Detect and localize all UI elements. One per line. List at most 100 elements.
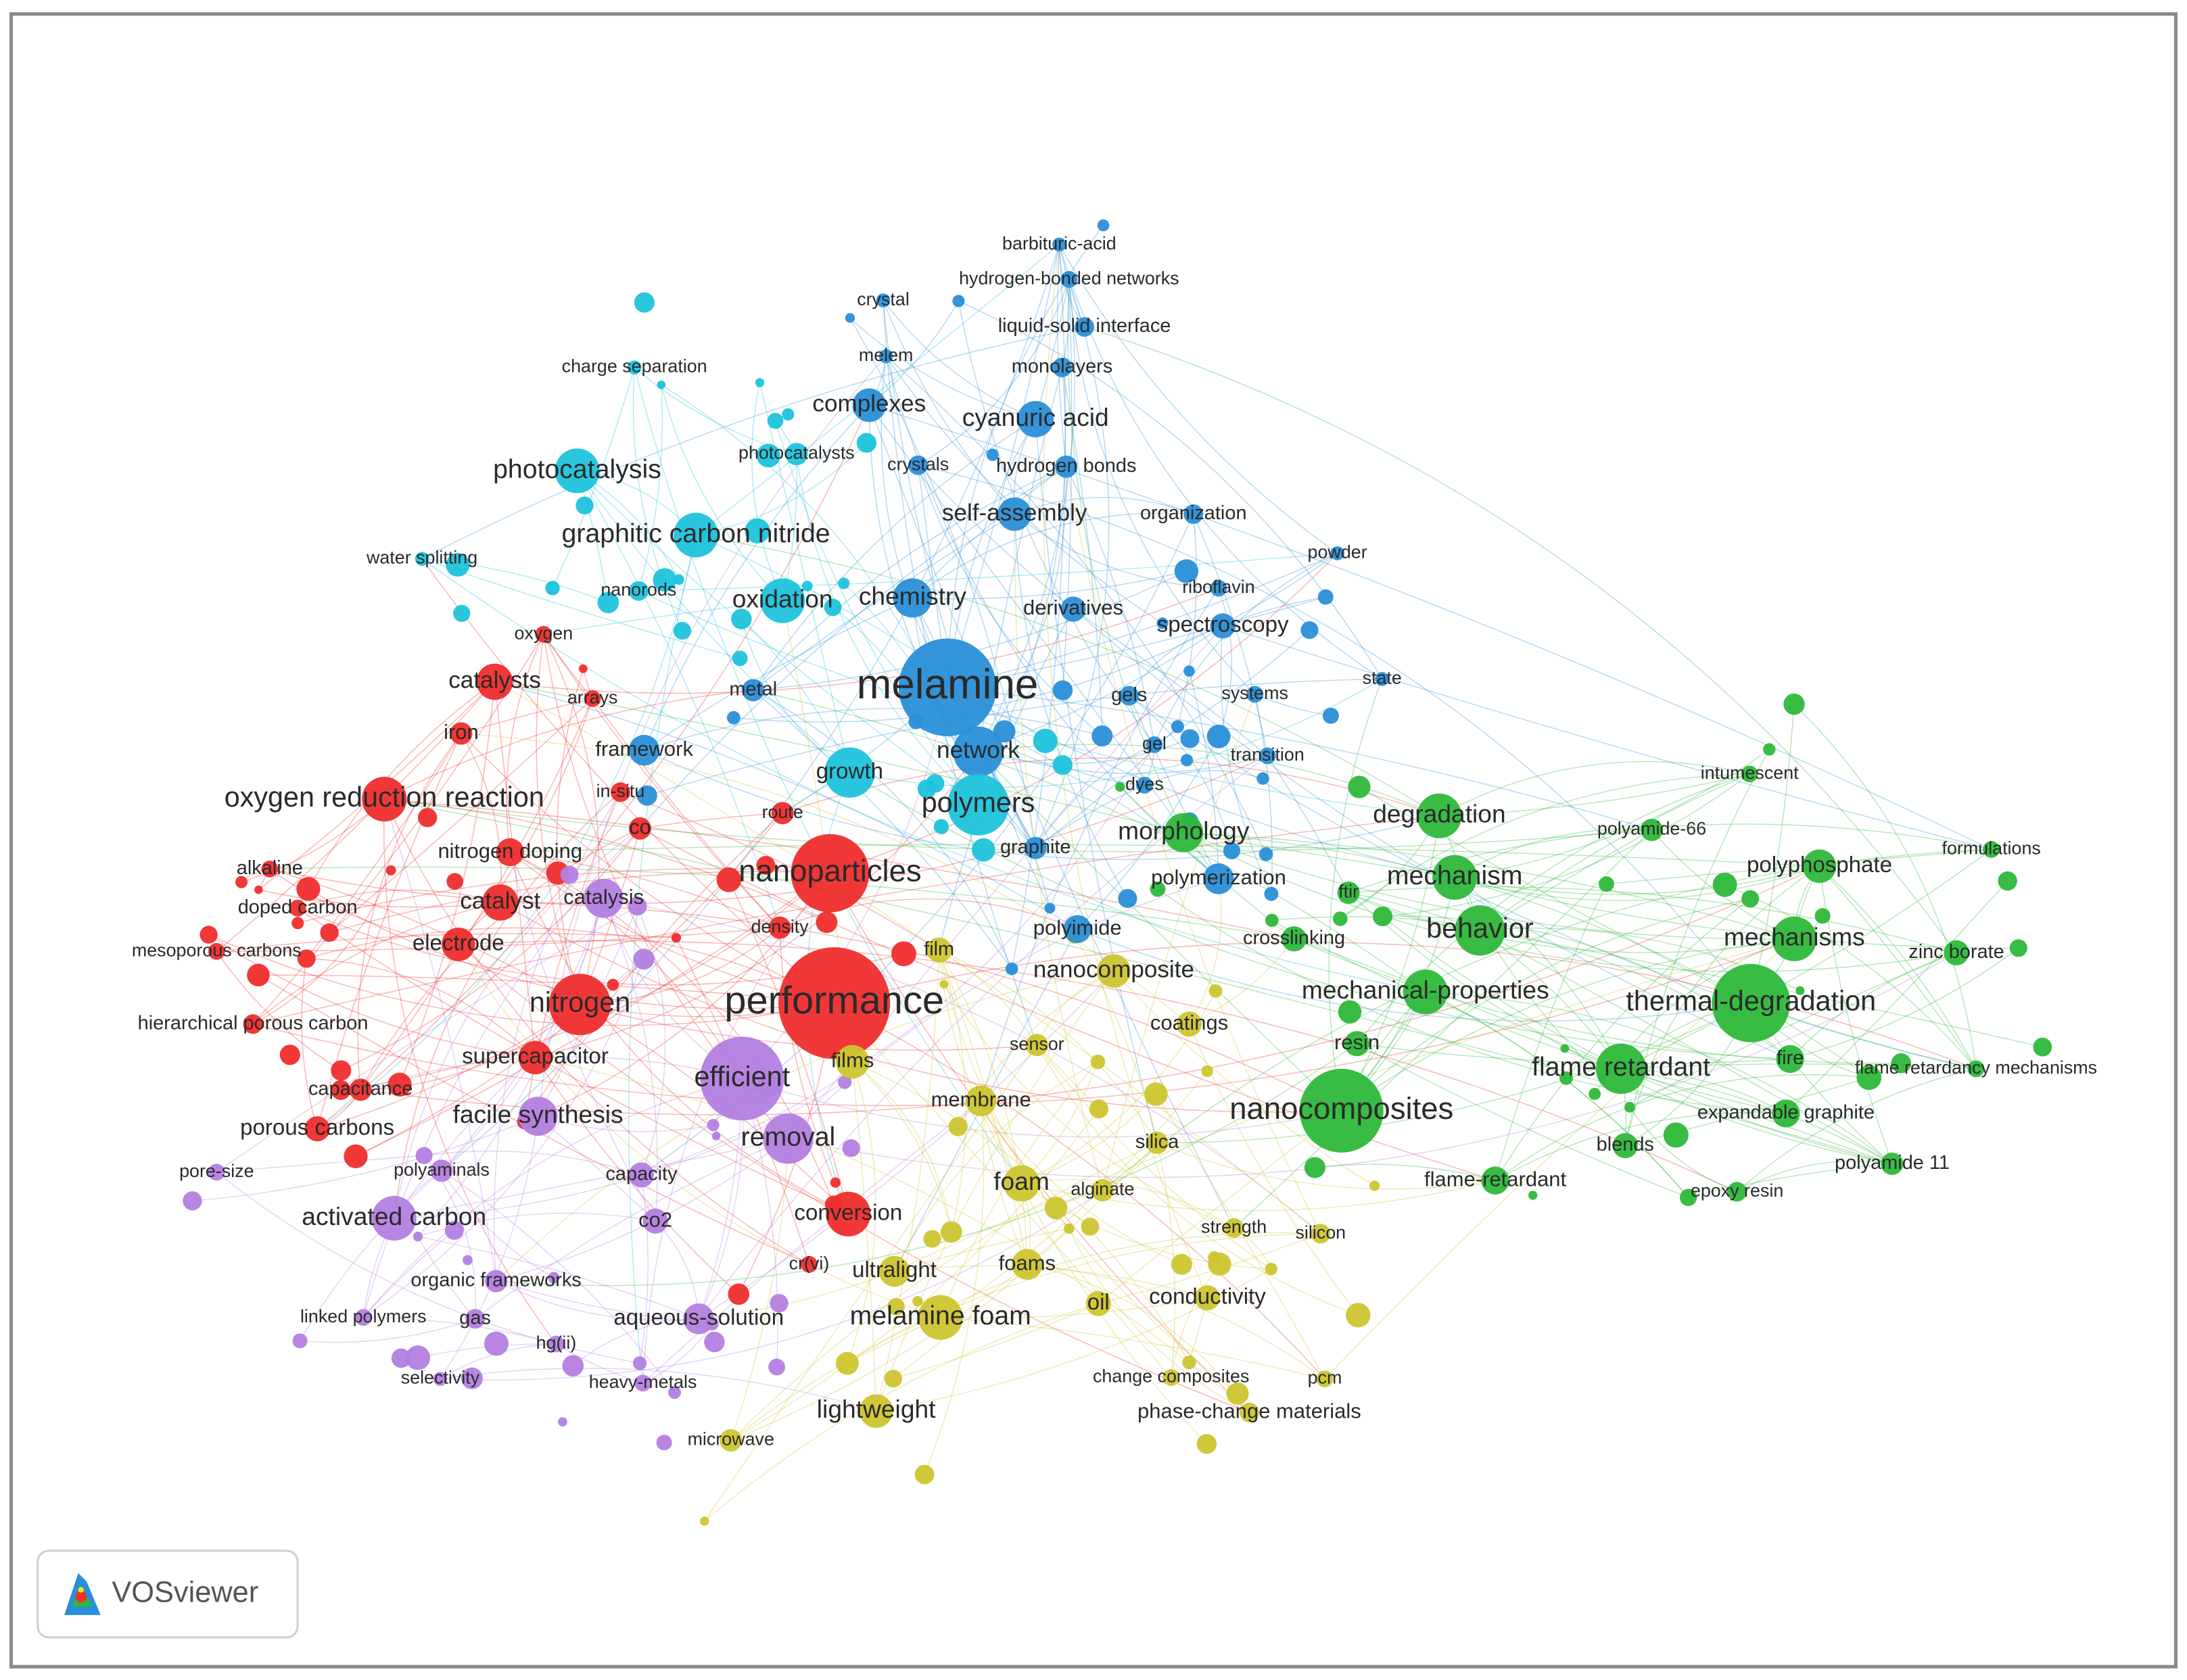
- node-label: self-assembly: [942, 500, 1087, 526]
- node: [653, 568, 677, 592]
- node: [801, 580, 813, 592]
- node-label: density: [751, 916, 809, 936]
- edge: [1724, 884, 1977, 1070]
- node: [1891, 1053, 1912, 1074]
- node: [1372, 906, 1393, 927]
- node: [354, 1309, 372, 1326]
- edge: [852, 1061, 952, 1232]
- node: [656, 1435, 672, 1451]
- edge: [1183, 832, 1957, 972]
- edge: [980, 1101, 1207, 1445]
- edge: [1157, 888, 1786, 1114]
- edge: [252, 902, 500, 1025]
- node: [199, 926, 218, 944]
- node: [673, 621, 692, 640]
- edge: [383, 799, 557, 1345]
- node: [1024, 836, 1047, 859]
- node: [1174, 559, 1199, 583]
- edge: [742, 1078, 1342, 1138]
- node-label: oxidation: [732, 584, 833, 613]
- edge: [869, 404, 1992, 850]
- node: [1044, 903, 1056, 914]
- node-label: polyaminals: [394, 1159, 490, 1180]
- node: [254, 885, 263, 894]
- node-label: hg(ii): [536, 1333, 577, 1353]
- node: [972, 838, 995, 862]
- node: [296, 877, 321, 901]
- edge: [301, 958, 318, 1129]
- node-label: sensor: [1010, 1034, 1064, 1054]
- node: [1210, 613, 1236, 639]
- node: [1097, 219, 1110, 232]
- node: [1727, 1182, 1747, 1202]
- node-label: morphology: [1118, 816, 1250, 844]
- node-label: nanocomposite: [1033, 957, 1194, 983]
- edge: [494, 681, 1321, 1234]
- node: [997, 497, 1032, 531]
- edge: [1177, 514, 1197, 727]
- node-label: polymerization: [1151, 865, 1286, 889]
- edge: [496, 1280, 699, 1321]
- edge: [216, 1155, 425, 1173]
- edge: [1254, 694, 1332, 717]
- node-label: silica: [1135, 1131, 1179, 1153]
- edge: [421, 558, 1426, 992]
- edge: [340, 828, 641, 1072]
- edge: [852, 1061, 952, 1232]
- node: [545, 581, 560, 596]
- node: [628, 581, 649, 601]
- edge: [730, 1142, 1158, 1441]
- node-label: in-situ: [596, 781, 645, 801]
- node-label: melamine: [857, 661, 1039, 708]
- edge: [620, 792, 940, 951]
- edge: [730, 1233, 1321, 1441]
- node: [1180, 754, 1194, 767]
- node: [1208, 984, 1223, 998]
- edge: [1157, 1003, 1751, 1144]
- node: [1417, 793, 1462, 838]
- edge: [535, 751, 979, 1059]
- edge: [849, 317, 1036, 420]
- node: [887, 1298, 905, 1316]
- edge: [1341, 938, 1795, 1111]
- node-label: dyes: [1125, 773, 1164, 794]
- node-label: transition: [1231, 744, 1304, 765]
- node: [1856, 1065, 1882, 1090]
- node-label: graphite: [1000, 836, 1071, 858]
- node-label: organization: [1140, 502, 1247, 524]
- node-label: oil: [1087, 1290, 1110, 1315]
- node: [1164, 813, 1204, 853]
- node: [235, 875, 248, 888]
- node: [1881, 1152, 1904, 1175]
- edge: [1170, 1264, 1221, 1378]
- edge: [641, 744, 1155, 1176]
- edge: [1454, 877, 1622, 1070]
- node: [791, 834, 870, 913]
- node-label: mesoporous carbons: [132, 940, 302, 960]
- node: [1226, 1382, 1249, 1405]
- edge: [306, 927, 834, 1004]
- edge: [917, 464, 1103, 737]
- edge: [1341, 898, 1751, 1111]
- edge: [576, 471, 850, 773]
- edge: [638, 590, 1440, 817]
- node: [1624, 1101, 1635, 1113]
- edge: [875, 970, 1114, 1412]
- node-label: film: [924, 938, 954, 960]
- node: [707, 1119, 720, 1132]
- node: [1741, 890, 1760, 908]
- node-label: strength: [1201, 1217, 1267, 1237]
- node: [417, 808, 438, 827]
- node: [1967, 1060, 1985, 1078]
- edge: [576, 470, 979, 805]
- node-label: aqueous-solution: [613, 1305, 784, 1330]
- node: [391, 1348, 411, 1368]
- node: [1196, 1434, 1217, 1454]
- edge: [978, 751, 1342, 1111]
- edge: [774, 421, 979, 805]
- edge: [556, 668, 584, 1005]
- node-label: fire: [1777, 1047, 1804, 1069]
- edge: [1068, 1228, 1250, 1413]
- edge: [1189, 938, 1295, 1025]
- node: [1060, 270, 1078, 288]
